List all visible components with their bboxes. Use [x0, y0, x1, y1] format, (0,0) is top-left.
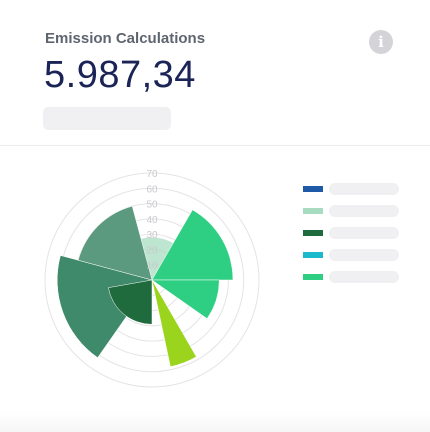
legend: [303, 183, 403, 293]
legend-swatch: [303, 274, 323, 280]
polar-slice-4-0: [151, 209, 234, 281]
legend-swatch: [303, 252, 323, 258]
legend-item[interactable]: [303, 227, 403, 249]
legend-item[interactable]: [303, 249, 403, 271]
polar-slice-3-0: [108, 279, 153, 325]
card-title: Emission Calculations: [45, 30, 206, 47]
tick-label-30: 30: [146, 230, 158, 241]
footer-shadow: [0, 412, 430, 432]
total-value: 5.987,34: [44, 54, 196, 96]
grid-ring-70: [44, 172, 260, 388]
tick-label-40: 40: [146, 215, 158, 226]
info-icon[interactable]: i: [369, 30, 393, 54]
legend-label-placeholder: [329, 249, 399, 261]
divider: [0, 145, 430, 146]
legend-swatch: [303, 186, 323, 192]
tick-label-60: 60: [146, 184, 158, 195]
tick-label-70: 70: [146, 169, 158, 180]
polar-slice-5-0: [151, 279, 197, 368]
legend-item[interactable]: [303, 271, 403, 293]
polar-slice-4-1: [151, 279, 220, 319]
polar-slice-1-0: [56, 255, 153, 358]
legend-label-placeholder: [329, 227, 399, 239]
legend-label-placeholder: [329, 271, 399, 283]
legend-item[interactable]: [303, 183, 403, 205]
legend-item[interactable]: [303, 205, 403, 227]
legend-label-placeholder: [329, 183, 399, 195]
tick-label-50: 50: [146, 200, 158, 211]
legend-swatch: [303, 208, 323, 214]
polar-area-chart: 10 20 30 40 50 60 70: [44, 169, 260, 388]
tick-label-10: 10: [146, 261, 158, 272]
subtitle-placeholder: [43, 107, 171, 130]
tick-label-20: 20: [146, 245, 158, 256]
legend-label-placeholder: [329, 205, 399, 217]
legend-swatch: [303, 230, 323, 236]
polar-slice-2-0: [77, 205, 153, 281]
